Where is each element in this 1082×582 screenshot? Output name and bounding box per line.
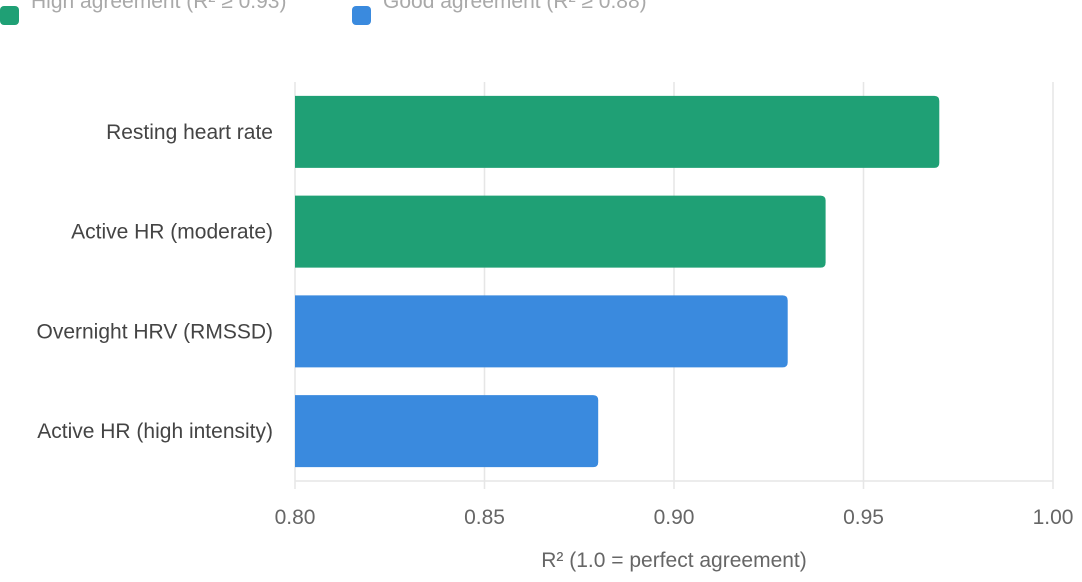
x-tick-label: 0.95 <box>843 506 884 529</box>
category-label: Active HR (moderate) <box>71 221 273 244</box>
x-tick-label: 0.80 <box>275 506 316 529</box>
bar[interactable] <box>295 95 940 168</box>
category-label: Overnight HRV (RMSSD) <box>37 320 274 343</box>
bar[interactable] <box>295 195 826 268</box>
x-tick-label: 0.90 <box>654 506 695 529</box>
x-axis-title: R² (1.0 = perfect agreement) <box>541 549 807 572</box>
x-tick-label: 1.00 <box>1033 506 1074 529</box>
category-label: Resting heart rate <box>106 121 273 144</box>
bar[interactable] <box>295 295 788 368</box>
bars <box>295 95 940 468</box>
x-tick-label: 0.85 <box>464 506 505 529</box>
category-label: Active HR (high intensity) <box>37 420 273 443</box>
bar[interactable] <box>295 395 599 468</box>
legend-item-high-agreement[interactable]: High agreement (R² ≥ 0.93) <box>0 0 311 25</box>
legend-item-good-agreement[interactable]: Good agreement (R² ≥ 0.88) <box>352 0 663 25</box>
legend-swatch-high-agreement <box>0 6 19 25</box>
category-labels: Resting heart rate Active HR (moderate) Ov… <box>37 121 274 443</box>
legend-label-high-agreement: High agreement (R² ≥ 0.93) <box>31 0 287 13</box>
chart-legend: High agreement (R² ≥ 0.93) Good agreemen… <box>0 0 1082 48</box>
legend-swatch-good-agreement <box>352 6 371 25</box>
x-tick-labels: 0.80 0.85 0.90 0.95 1.00 <box>275 506 1074 529</box>
legend-label-good-agreement: Good agreement (R² ≥ 0.88) <box>383 0 647 13</box>
